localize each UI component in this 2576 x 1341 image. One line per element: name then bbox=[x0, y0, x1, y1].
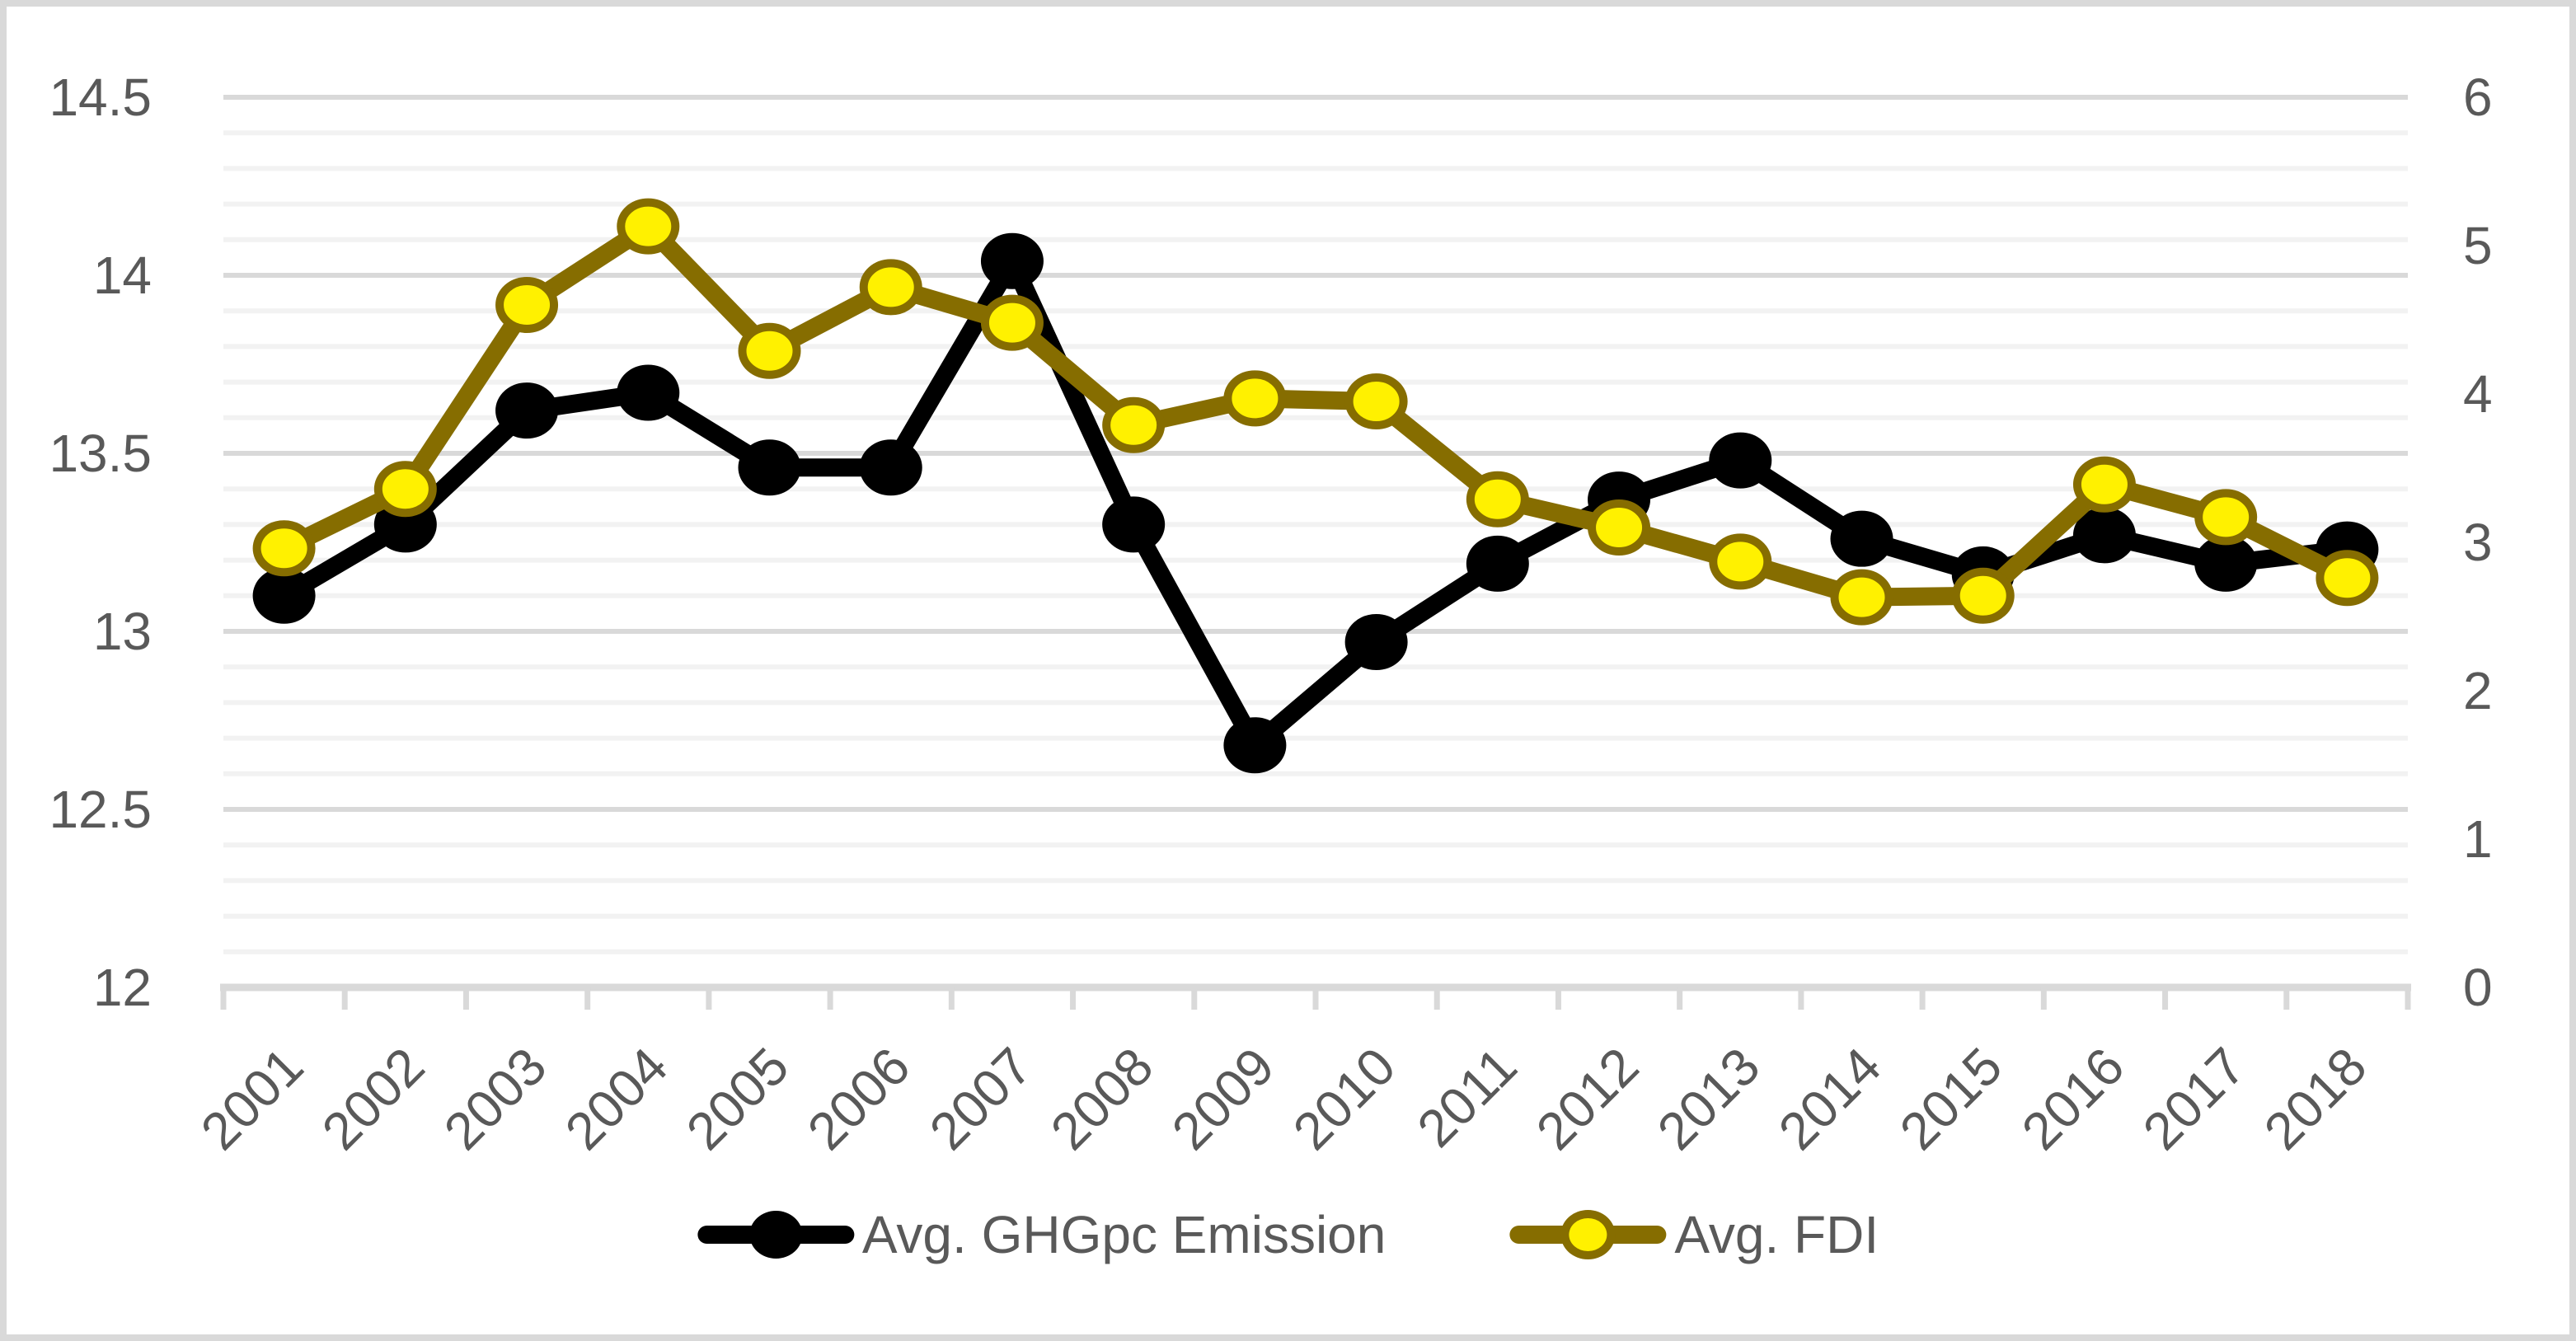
y-axis-right-label: 6 bbox=[2463, 68, 2493, 127]
series-marker-ghgpc bbox=[738, 439, 801, 496]
series-marker-fdi bbox=[1344, 373, 1408, 429]
series-marker-ghgpc bbox=[2194, 535, 2258, 592]
series-line-ghgpc bbox=[274, 251, 2357, 755]
series-marker-ghgpc bbox=[1466, 535, 1529, 592]
series-marker-fdi bbox=[1466, 471, 1529, 527]
series-marker-fdi bbox=[495, 277, 559, 333]
series-marker-ghgpc bbox=[495, 382, 559, 439]
legend-marker-fdi bbox=[1509, 1210, 1667, 1259]
series-marker-fdi bbox=[252, 520, 316, 577]
y-axis-right-label: 2 bbox=[2463, 661, 2493, 720]
y-axis-left-label: 14.5 bbox=[49, 68, 152, 127]
y-axis-right-label: 1 bbox=[2463, 809, 2493, 869]
series-marker-ghgpc bbox=[1223, 717, 1287, 774]
legend-item-ghgpc: Avg. GHGpc Emission bbox=[697, 1208, 1386, 1261]
legend: Avg. GHGpc Emission Avg. FDI bbox=[697, 1208, 1879, 1261]
series-marker-fdi bbox=[2194, 489, 2258, 546]
y-axis-left-label: 13 bbox=[92, 602, 152, 661]
series-marker-ghgpc bbox=[1344, 613, 1408, 670]
series-marker-ghgpc bbox=[859, 439, 922, 496]
legend-item-label: Avg. GHGpc Emission bbox=[861, 1205, 1387, 1264]
legend-marker-ghgpc bbox=[697, 1211, 854, 1259]
series-marker-ghgpc bbox=[1830, 510, 1893, 567]
y-axis-right-label: 4 bbox=[2463, 364, 2493, 424]
series-marker-fdi bbox=[2316, 550, 2379, 607]
series-marker-fdi bbox=[980, 294, 1044, 351]
legend-dot-icon bbox=[1560, 1210, 1616, 1259]
y-axis-left-label: 12.5 bbox=[49, 780, 152, 839]
series-marker-fdi bbox=[2072, 456, 2136, 513]
y-axis-left-label: 12 bbox=[92, 958, 152, 1017]
series-marker-fdi bbox=[1588, 499, 1651, 556]
series-marker-fdi bbox=[1830, 569, 1893, 626]
y-axis-left-label: 13.5 bbox=[49, 424, 152, 483]
legend-item-label: Avg. FDI bbox=[1674, 1205, 1879, 1264]
series-marker-fdi bbox=[373, 461, 437, 518]
y-axis-right-label: 3 bbox=[2463, 513, 2493, 572]
series-marker-ghgpc bbox=[252, 567, 316, 624]
series-marker-ghgpc bbox=[2072, 507, 2136, 564]
series-marker-fdi bbox=[1102, 396, 1166, 453]
y-axis-left-label: 14 bbox=[92, 246, 152, 305]
series-marker-ghgpc bbox=[617, 364, 680, 421]
legend-dot-icon bbox=[748, 1211, 802, 1259]
series-marker-fdi bbox=[859, 259, 922, 316]
series-marker-fdi bbox=[1709, 533, 1772, 590]
y-axis-right-label: 5 bbox=[2463, 216, 2493, 275]
series-marker-fdi bbox=[617, 198, 680, 255]
series-marker-fdi bbox=[1951, 567, 2015, 624]
series-marker-fdi bbox=[1223, 370, 1287, 427]
series-marker-ghgpc bbox=[1102, 496, 1166, 553]
series-marker-ghgpc bbox=[1709, 432, 1772, 489]
series-line-fdi bbox=[274, 217, 2357, 607]
y-axis-right-label: 0 bbox=[2463, 958, 2493, 1017]
legend-item-fdi: Avg. FDI bbox=[1509, 1208, 1879, 1261]
series-marker-ghgpc bbox=[980, 232, 1044, 289]
plot-area bbox=[220, 95, 2411, 1010]
series-marker-fdi bbox=[738, 322, 801, 379]
